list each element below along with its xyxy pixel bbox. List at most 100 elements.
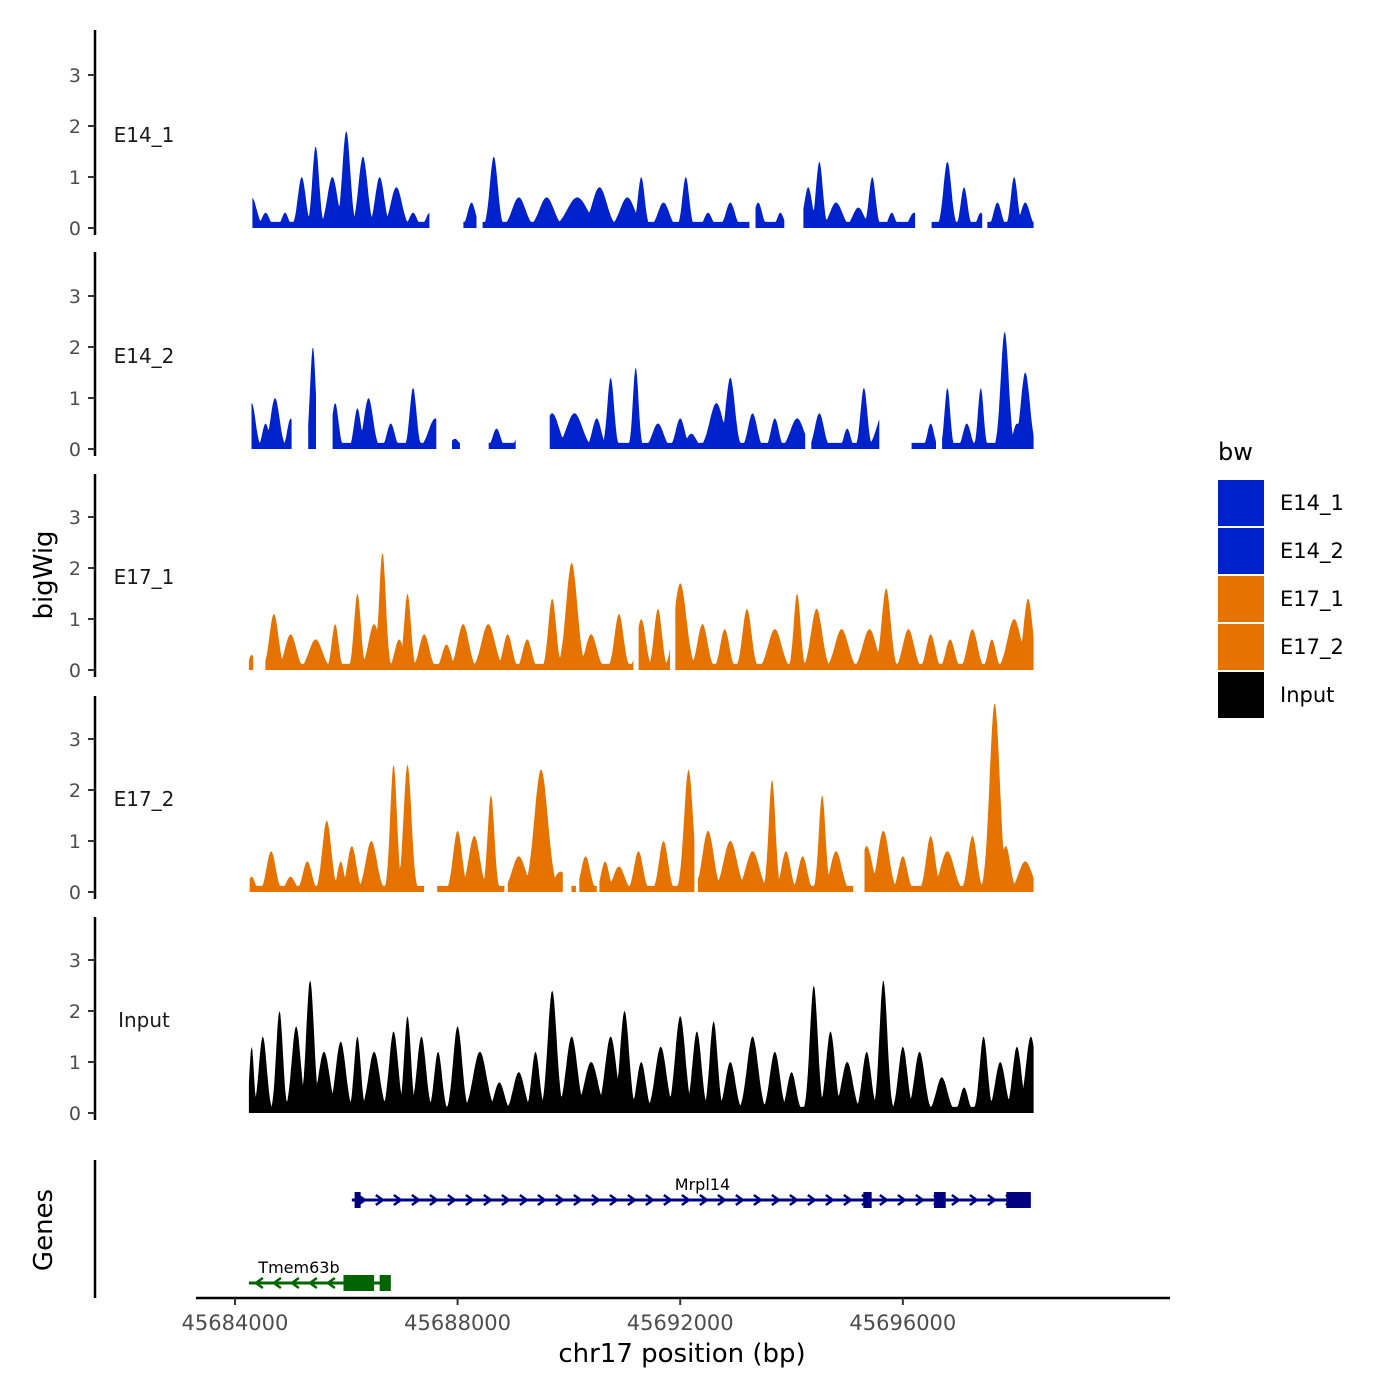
strand-arrow [987, 1193, 997, 1207]
legend-swatch [1218, 624, 1264, 670]
strand-arrow [771, 1193, 781, 1207]
exon [379, 1275, 391, 1291]
strand-arrow [429, 1193, 439, 1207]
y-tick-label: 2 [69, 116, 81, 138]
track-e14-1: 0 1 2 3 E14_1 [69, 30, 1034, 240]
strand-arrow [843, 1193, 853, 1207]
strand-arrow [627, 1193, 637, 1207]
strand-arrow [483, 1193, 493, 1207]
gene-label: Tmem63b [257, 1258, 339, 1277]
y-tick-label: 1 [69, 1052, 81, 1074]
signal-area [482, 156, 750, 228]
gene-label: Mrpl14 [675, 1175, 730, 1194]
gene-track: Mrpl14 Tmem63b [93, 1160, 1031, 1298]
strand-arrow [609, 1193, 619, 1207]
signal-area [638, 608, 670, 670]
exon [343, 1275, 375, 1291]
track-e17-1: 0 1 2 3 E17_1 [69, 474, 1034, 682]
x-tick-label: 45696000 [849, 1311, 956, 1335]
y-tick-label: 2 [69, 1001, 81, 1023]
y-tick-label: 0 [69, 218, 81, 240]
signal-area [942, 331, 1034, 449]
y-tick-label: 3 [69, 507, 81, 529]
strand-arrow [573, 1193, 583, 1207]
signal-area [931, 161, 983, 228]
strand-arrow [735, 1193, 745, 1207]
signal-area [811, 388, 880, 449]
legend-swatch [1218, 672, 1264, 718]
strand-arrow [591, 1193, 601, 1207]
strand-arrow [753, 1193, 763, 1207]
strand-arrow [663, 1193, 673, 1207]
y-tick-label: 3 [69, 729, 81, 751]
track-label: E14_2 [114, 344, 175, 368]
signal-area [864, 703, 1034, 892]
strand-arrow [897, 1193, 907, 1207]
track-label: Input [118, 1008, 170, 1032]
signal-area [249, 764, 425, 892]
y-tick-label: 0 [69, 882, 81, 904]
signal-area [697, 779, 854, 892]
track-e17-2: 0 1 2 3 E17_2 [69, 696, 1034, 904]
strand-arrow [537, 1193, 547, 1207]
y-tick-label: 3 [69, 65, 81, 87]
x-tick-label: 45692000 [627, 1311, 734, 1335]
signal-area [911, 423, 936, 449]
y-tick-label: 0 [69, 439, 81, 461]
x-tick-label: 45684000 [182, 1311, 289, 1335]
strand-arrow [555, 1193, 565, 1207]
strand-arrow [519, 1193, 529, 1207]
legend-label: E17_2 [1280, 635, 1344, 660]
strand-arrow [825, 1193, 835, 1207]
signal-area [571, 885, 576, 892]
signal-area [252, 131, 430, 228]
signal-area [675, 583, 1034, 670]
signal-area [452, 438, 460, 449]
legend-label: E14_1 [1280, 491, 1344, 516]
strand-arrow [681, 1193, 691, 1207]
y-tick-label: 2 [69, 780, 81, 802]
signal-area [332, 388, 437, 449]
track-label: E17_1 [114, 565, 175, 589]
y-tick-label: 1 [69, 609, 81, 631]
signal-area [579, 856, 597, 892]
strand-arrow [325, 1276, 336, 1290]
signal-area [987, 177, 1034, 228]
y-tick-label: 0 [69, 1103, 81, 1125]
signal-area [248, 654, 254, 670]
y-tick-label: 2 [69, 558, 81, 580]
strand-arrow [807, 1193, 817, 1207]
legend-label: Input [1280, 683, 1334, 707]
strand-arrow [271, 1276, 282, 1290]
exon [934, 1192, 946, 1208]
y-tick-label: 1 [69, 388, 81, 410]
signal-area [549, 368, 806, 449]
strand-arrow [645, 1193, 655, 1207]
signal-area [803, 161, 916, 228]
bigwig-tracks: 0 1 2 3 E14_1 0 1 2 3 E14_2 0 1 2 3 E17_1 0 1 2 3 E17_2 0 1 2 3… [69, 30, 1034, 1125]
y-axis-title-genes: Genes [29, 1189, 59, 1271]
track-input: 0 1 2 3 Input [69, 917, 1034, 1125]
y-tick-label: 3 [69, 286, 81, 308]
x-axis-title: chr17 position (bp) [558, 1339, 805, 1369]
strand-arrow [951, 1193, 961, 1207]
exon [1006, 1192, 1031, 1208]
x-tick-label: 45688000 [404, 1311, 511, 1335]
strand-arrow [699, 1193, 709, 1207]
signal-area [463, 202, 477, 228]
legend-swatch [1218, 480, 1264, 526]
gene-tmem63b: Tmem63b [248, 1258, 391, 1291]
y-axis-title-bigwig: bigWig [29, 530, 59, 619]
strand-arrow [447, 1193, 457, 1207]
track-e14-2: 0 1 2 3 E14_2 [69, 252, 1034, 461]
y-tick-label: 3 [69, 950, 81, 972]
legend-title: bw [1218, 438, 1253, 466]
y-tick-label: 2 [69, 337, 81, 359]
signal-area [265, 552, 634, 670]
signal-area [599, 769, 695, 892]
gene-mrpl14: Mrpl14 [351, 1175, 1031, 1208]
signal-area [507, 769, 563, 892]
strand-arrow [717, 1193, 727, 1207]
strand-arrow [915, 1193, 925, 1207]
